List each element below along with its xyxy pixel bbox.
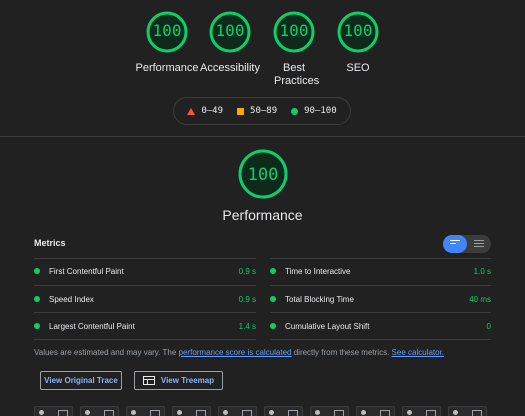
triangle-icon: [187, 107, 196, 115]
filmstrip: [34, 406, 487, 416]
gauge-label: Performance: [135, 62, 199, 74]
toggle-compact-option[interactable]: [443, 235, 467, 253]
metric-si: Speed Index 0.9 s: [34, 288, 256, 310]
gauge-accessibility[interactable]: 100 Accessibility: [190, 10, 270, 75]
legend-average-label: 50–89: [250, 106, 278, 116]
legend-average: 50–89: [237, 106, 277, 116]
metric-divider: [270, 258, 491, 259]
note-text: Values are estimated and may vary. The: [34, 348, 177, 357]
view-original-trace-button[interactable]: View Original Trace: [40, 371, 122, 390]
filmstrip-frame: [264, 406, 303, 416]
section-divider: [0, 136, 525, 137]
filmstrip-frame: [356, 406, 395, 416]
metric-name: Time to Interactive: [285, 266, 351, 276]
metric-cls: Cumulative Layout Shift 0: [270, 315, 491, 337]
expanded-list-icon[interactable]: [474, 240, 484, 248]
metric-name: Speed Index: [49, 294, 94, 304]
gauge-ring-icon: [209, 11, 251, 53]
pass-circle-icon: [270, 323, 276, 329]
button-label: View Original Trace: [44, 376, 118, 385]
treemap-icon: [142, 376, 155, 385]
button-label: View Treemap: [160, 376, 215, 385]
circle-icon: [291, 107, 299, 115]
filmstrip-frame: [218, 406, 257, 416]
gauge-performance[interactable]: 100 Performance: [127, 10, 207, 75]
metric-value: 1.4 s: [238, 321, 256, 331]
score-legend: 0–49 50–89 90–100: [173, 97, 351, 125]
note-text: directly from these metrics.: [293, 348, 390, 357]
legend-pass: 90–100: [291, 106, 337, 116]
metric-divider: [34, 258, 256, 259]
gauge-best-practices[interactable]: 100 Best Practices: [254, 10, 334, 88]
performance-gauge: 100: [233, 148, 293, 200]
metric-value: 1.0 s: [473, 266, 491, 276]
metric-divider: [270, 285, 491, 286]
metrics-title: Metrics: [34, 238, 66, 248]
pass-circle-icon: [270, 296, 276, 302]
metric-name: Cumulative Layout Shift: [285, 321, 370, 331]
pass-circle-icon: [34, 268, 40, 274]
gauge-label: Best Practices: [274, 62, 320, 87]
metric-value: 0.9 s: [238, 294, 256, 304]
view-treemap-button[interactable]: View Treemap: [134, 371, 223, 390]
gauge-seo[interactable]: 100 SEO: [318, 10, 398, 75]
metric-value: 40 ms: [469, 294, 491, 304]
filmstrip-frame: [402, 406, 441, 416]
gauge-ring-icon: [238, 149, 288, 199]
score-calculated-link[interactable]: performance score is calculated: [178, 348, 292, 357]
performance-score: 100: [247, 165, 279, 185]
gauge-score: 100: [343, 21, 373, 40]
pass-circle-icon: [270, 268, 276, 274]
gauge-score: 100: [152, 21, 182, 40]
filmstrip-frame: [172, 406, 211, 416]
legend-fail: 0–49: [187, 106, 223, 116]
metric-fcp: First Contentful Paint 0.9 s: [34, 260, 256, 282]
performance-title: Performance: [222, 207, 303, 223]
compact-list-icon: [450, 240, 460, 248]
metric-name: Total Blocking Time: [285, 294, 354, 304]
gauge-label: Accessibility: [200, 62, 260, 74]
gauge-score: 100: [215, 21, 245, 40]
filmstrip-frame: [448, 406, 487, 416]
gauge-ring-icon: [273, 11, 315, 53]
filmstrip-frame: [126, 406, 165, 416]
legend-pass-label: 90–100: [304, 106, 337, 116]
metric-name: Largest Contentful Paint: [49, 321, 135, 331]
metric-divider: [270, 312, 491, 313]
filmstrip-frame: [310, 406, 349, 416]
pass-circle-icon: [34, 323, 40, 329]
square-icon: [237, 107, 245, 115]
metric-divider: [34, 339, 256, 340]
gauge-ring-icon: [337, 11, 379, 53]
metric-divider: [34, 312, 256, 313]
metric-divider: [270, 339, 491, 340]
metric-value: 0.9 s: [238, 266, 256, 276]
see-calculator-link[interactable]: See calculator.: [391, 348, 445, 357]
metrics-note: Values are estimated and may vary. The p…: [34, 348, 444, 357]
gauge-score: 100: [279, 21, 309, 40]
metric-tti: Time to Interactive 1.0 s: [270, 260, 491, 282]
metric-divider: [34, 285, 256, 286]
pass-circle-icon: [34, 296, 40, 302]
metric-lcp: Largest Contentful Paint 1.4 s: [34, 315, 256, 337]
metric-name: First Contentful Paint: [49, 266, 124, 276]
filmstrip-frame: [80, 406, 119, 416]
filmstrip-frame: [34, 406, 73, 416]
gauge-label: SEO: [346, 62, 370, 74]
metrics-view-toggle[interactable]: [443, 235, 491, 253]
metric-tbt: Total Blocking Time 40 ms: [270, 288, 491, 310]
legend-fail-label: 0–49: [201, 106, 224, 116]
metric-value: 0: [486, 321, 491, 331]
gauge-ring-icon: [146, 11, 188, 53]
